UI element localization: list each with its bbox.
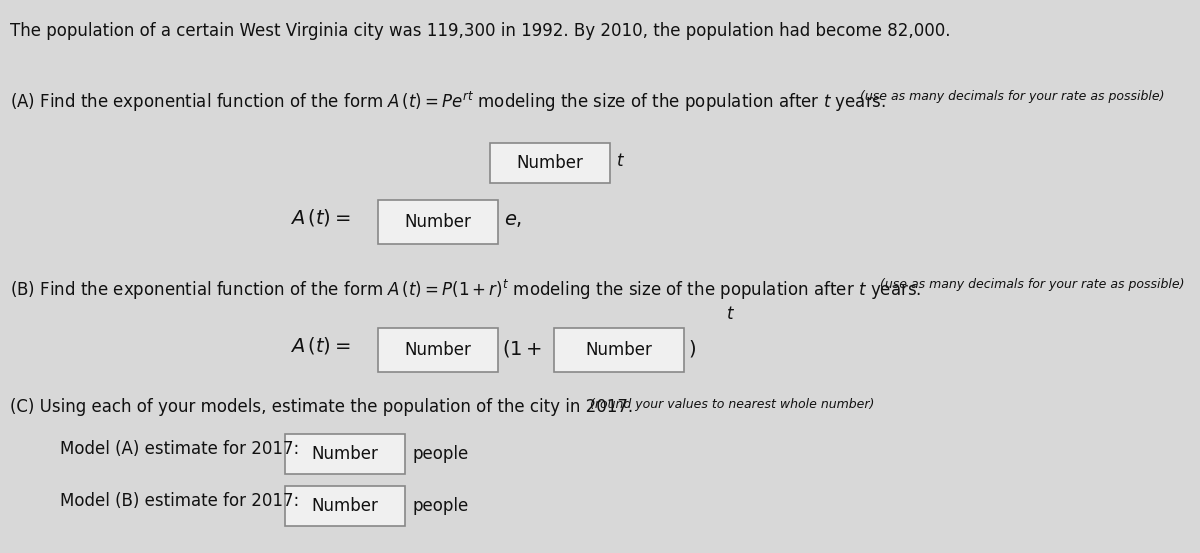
Text: $A\,(t) =$: $A\,(t) =$ [290,207,350,228]
Text: Number: Number [312,497,378,515]
Text: The population of a certain West Virginia city was 119,300 in 1992. By 2010, the: The population of a certain West Virgini… [10,22,950,40]
FancyBboxPatch shape [286,486,406,526]
Text: (C) Using each of your models, estimate the population of the city in 2017.: (C) Using each of your models, estimate … [10,398,638,416]
Text: Model (B) estimate for 2017:: Model (B) estimate for 2017: [60,492,299,510]
Text: Model (A) estimate for 2017:: Model (A) estimate for 2017: [60,440,299,458]
FancyBboxPatch shape [378,328,498,372]
Text: (A) Find the exponential function of the form $A\,(t) = Pe^{rt}$ modeling the si: (A) Find the exponential function of the… [10,90,888,114]
FancyBboxPatch shape [490,143,610,183]
Text: people: people [412,445,468,463]
Text: (B) Find the exponential function of the form $A\,(t) = P(1+r)^t$ modeling the s: (B) Find the exponential function of the… [10,278,922,302]
Text: $(1+$: $(1+$ [502,338,542,359]
Text: (use as many decimals for your rate as possible): (use as many decimals for your rate as p… [860,90,1164,103]
Text: Number: Number [586,341,653,359]
Text: $A\,(t) =$: $A\,(t) =$ [290,335,350,356]
Text: Number: Number [404,341,472,359]
Text: (round your values to nearest whole number): (round your values to nearest whole numb… [590,398,875,411]
Text: people: people [412,497,468,515]
Text: $)$: $)$ [688,338,696,359]
FancyBboxPatch shape [286,434,406,474]
Text: $t$: $t$ [616,152,625,170]
Text: $e,$: $e,$ [504,210,522,229]
Text: (use as many decimals for your rate as possible): (use as many decimals for your rate as p… [880,278,1184,291]
Text: Number: Number [312,445,378,463]
FancyBboxPatch shape [554,328,684,372]
Text: Number: Number [516,154,583,172]
FancyBboxPatch shape [378,200,498,244]
Text: Number: Number [404,213,472,231]
Text: $t$: $t$ [726,305,736,323]
